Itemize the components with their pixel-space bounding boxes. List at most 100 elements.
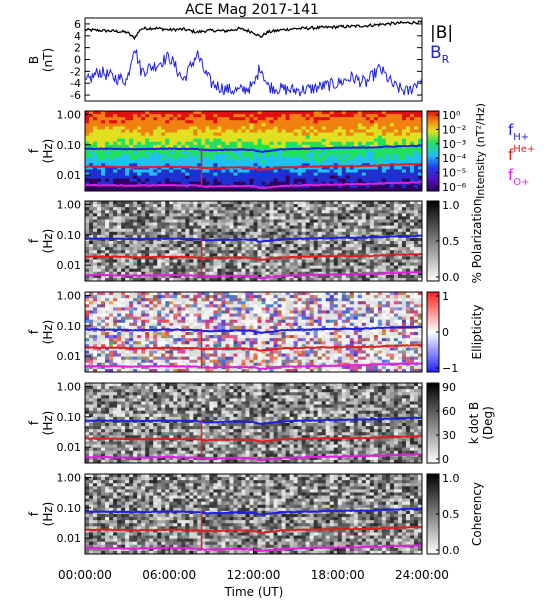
intensity-heatmap-cell <box>185 123 190 127</box>
ellipticity-heatmap-cell <box>157 307 162 311</box>
intensity-heatmap-cell <box>133 120 138 124</box>
intensity-heatmap-cell <box>413 187 419 192</box>
intensity-heatmap-cell <box>341 172 347 177</box>
polarization-heatmap-cell <box>85 204 90 208</box>
intensity-colorbar-label: Intensity (nT²/Hz) <box>474 103 487 199</box>
intensity-heatmap-cell <box>297 157 303 161</box>
polarization-heatmap-cell <box>409 237 415 242</box>
ellipticity-heatmap-cell <box>189 301 194 305</box>
polarization-heatmap-cell <box>89 268 94 273</box>
polarization-heatmap-cell <box>165 222 170 227</box>
field-y-tick-label: 6 <box>74 18 81 31</box>
intensity-heatmap-cell <box>101 157 106 161</box>
polarization-heatmap-cell <box>241 219 246 223</box>
polarization-heatmap-cell <box>89 213 94 217</box>
intensity-heatmap-cell <box>201 111 206 115</box>
ellipticity-heatmap-cell <box>221 304 226 308</box>
intensity-heatmap-cell <box>181 187 186 192</box>
intensity-heatmap-cell <box>365 178 371 183</box>
intensity-heatmap-cell <box>113 163 118 167</box>
intensity-heatmap-cell <box>189 126 194 130</box>
ellipticity-heatmap-cell <box>129 298 134 302</box>
intensity-heatmap-cell <box>369 187 375 192</box>
polarization-heatmap-cell <box>321 201 327 205</box>
intensity-heatmap-cell <box>177 184 182 189</box>
intensity-heatmap-cell <box>105 157 110 161</box>
intensity-heatmap-cell <box>137 135 142 140</box>
polarization-heatmap-cell <box>225 247 230 251</box>
intensity-heatmap-cell <box>333 178 339 183</box>
intensity-heatmap-cell <box>409 138 415 143</box>
intensity-heatmap-cell <box>349 120 355 124</box>
polarization-heatmap-cell <box>221 244 226 248</box>
polarization-heatmap-cell <box>353 201 359 205</box>
intensity-heatmap-cell <box>157 141 162 146</box>
intensity-plot-frame <box>84 110 423 192</box>
intensity-heatmap-cell <box>113 181 118 186</box>
ellipticity-heatmap-cell <box>233 295 238 299</box>
polarization-heatmap-cell <box>325 228 331 233</box>
polarization-heatmap-cell <box>149 262 154 267</box>
intensity-heatmap-cell <box>313 178 319 183</box>
intensity-heatmap-cell <box>373 117 379 121</box>
intensity-heatmap-cell <box>377 135 383 140</box>
intensity-fHe-plus-line <box>84 163 423 171</box>
intensity-heatmap-cell <box>149 135 154 140</box>
ellipticity-heatmap-cell <box>121 298 126 302</box>
polarization-heatmap-cell <box>197 201 202 205</box>
polarization-heatmap-cell <box>285 225 291 230</box>
intensity-heatmap-cell <box>277 141 282 146</box>
polarization-heatmap-cell <box>281 225 286 230</box>
polarization-heatmap-cell <box>197 204 202 208</box>
intensity-heatmap-cell <box>281 172 286 177</box>
polarization-heatmap-cell <box>97 274 102 279</box>
intensity-heatmap-cell <box>217 178 222 183</box>
intensity-heatmap-cell <box>121 175 126 180</box>
intensity-heatmap-cell <box>125 132 130 137</box>
polarization-heatmap-cell <box>333 253 339 257</box>
polarization-heatmap-cell <box>185 250 190 254</box>
polarization-heatmap-cell <box>361 213 367 217</box>
intensity-heatmap-cell <box>209 169 214 173</box>
intensity-heatmap-cell <box>193 175 198 180</box>
polarization-heatmap-cell <box>113 210 118 214</box>
polarization-heatmap-cell <box>277 268 282 273</box>
polarization-heatmap-cell <box>265 225 270 230</box>
polarization-heatmap-cell <box>389 213 395 217</box>
intensity-heatmap-cell <box>85 111 90 115</box>
intensity-heatmap-cell <box>169 184 174 189</box>
intensity-heatmap-cell <box>121 120 126 124</box>
ellipticity-heatmap-cell <box>289 298 295 302</box>
polarization-heatmap-cell <box>109 228 114 233</box>
intensity-heatmap-cell <box>257 163 262 167</box>
intensity-heatmap-cell <box>165 144 170 149</box>
intensity-heatmap-cell <box>125 117 130 121</box>
polarization-heatmap-cell <box>153 234 158 239</box>
intensity-heatmap-cell <box>213 151 218 155</box>
polarization-heatmap-cell <box>397 204 403 208</box>
intensity-heatmap-cell <box>145 166 150 170</box>
intensity-heatmap-cell <box>329 172 335 177</box>
ellipticity-heatmap-cell <box>305 295 311 299</box>
ellipticity-heatmap-cell <box>373 292 379 296</box>
intensity-heatmap-cell <box>293 141 299 146</box>
polarization-heatmap-cell <box>157 250 162 254</box>
intensity-heatmap-cell <box>409 169 415 173</box>
polarization-heatmap-cell <box>261 213 266 217</box>
polarization-heatmap-cell <box>97 222 102 227</box>
polarization-heatmap-cell <box>85 244 90 248</box>
intensity-heatmap-cell <box>185 160 190 164</box>
intensity-heatmap-cell <box>357 147 363 152</box>
polarization-heatmap-cell <box>137 225 142 230</box>
intensity-heatmap-cell <box>313 175 319 180</box>
intensity-heatmap-cell <box>229 123 234 127</box>
polarization-heatmap-cell <box>93 259 98 263</box>
polarization-heatmap-cell <box>213 234 218 239</box>
polarization-heatmap-cell <box>413 277 419 282</box>
polarization-heatmap-cell <box>389 207 395 211</box>
polarization-heatmap-cell <box>349 213 355 217</box>
intensity-heatmap-cell <box>365 172 371 177</box>
intensity-heatmap-cell <box>289 178 295 183</box>
ellipticity-heatmap-cell <box>409 295 415 299</box>
intensity-heatmap-cell <box>141 120 146 124</box>
